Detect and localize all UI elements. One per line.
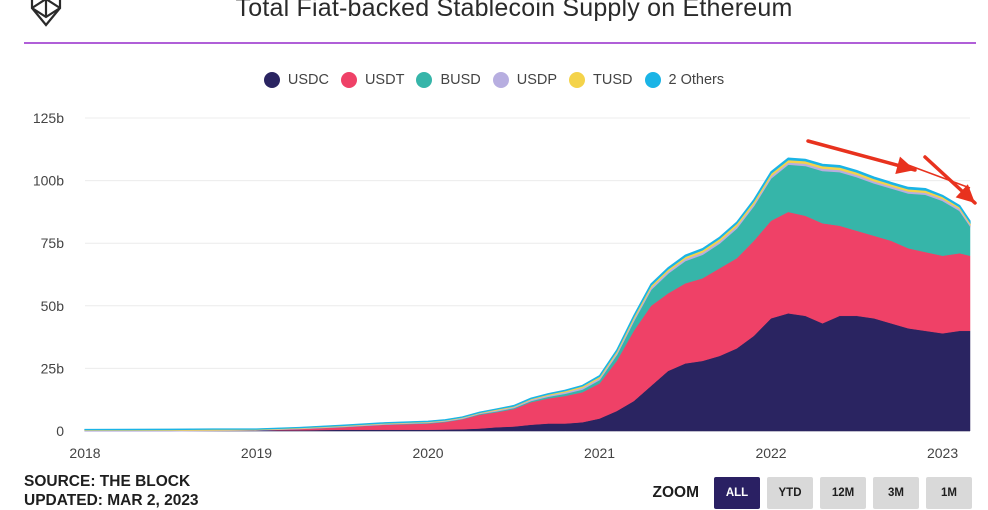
y-tick-label: 125b bbox=[33, 110, 64, 126]
zoom-ytd-button[interactable]: YTD bbox=[767, 477, 813, 509]
y-tick-label: 75b bbox=[41, 235, 65, 251]
zoom-1m-button[interactable]: 1M bbox=[926, 477, 972, 509]
legend-item-usdt[interactable]: USDT bbox=[340, 72, 405, 88]
x-tick-label: 2021 bbox=[584, 445, 615, 461]
x-tick-label: 2018 bbox=[69, 445, 100, 461]
y-tick-label: 50b bbox=[41, 298, 65, 314]
zoom-all-button[interactable]: ALL bbox=[714, 477, 760, 509]
legend-item-busd[interactable]: BUSD bbox=[416, 72, 481, 88]
x-tick-label: 2023 bbox=[927, 445, 958, 461]
y-tick-label: 0 bbox=[56, 423, 64, 439]
chart-title-text: Total Fiat-backed Stablecoin Supply on E… bbox=[235, 0, 793, 22]
annotation-arrow-1-shaft bbox=[806, 139, 917, 172]
legend-swatch bbox=[340, 72, 357, 88]
legend-item-usdp[interactable]: USDP bbox=[492, 72, 558, 88]
annotation-arrow-1-tail bbox=[899, 161, 971, 189]
legend-label: 2 Others bbox=[668, 72, 725, 88]
stacked-area-chart: 0 25b 50b 75b 100b 125b 2018 2019 2020 2021 2022 20… bbox=[33, 110, 977, 461]
legend-swatch bbox=[569, 72, 586, 88]
updated-label: UPDATED: MAR 2, 2023 bbox=[24, 492, 199, 509]
legend-swatch bbox=[416, 72, 433, 88]
chart-legend: USDC USDT BUSD USDP TUSD 2 Others bbox=[0, 72, 988, 88]
y-tick-label: 25b bbox=[41, 360, 65, 376]
zoom-label: ZOOM bbox=[652, 484, 700, 501]
zoom-3m-button[interactable]: 3M bbox=[873, 477, 919, 509]
the-block-logo-icon bbox=[30, 0, 62, 27]
legend-item-2-others[interactable]: 2 Others bbox=[644, 72, 725, 88]
annotation-arrow-1-head bbox=[895, 156, 915, 174]
zoom-12m-button[interactable]: 12M bbox=[820, 477, 866, 509]
legend-label: USDP bbox=[516, 72, 558, 88]
x-tick-label: 2019 bbox=[241, 445, 272, 461]
legend-label: USDC bbox=[287, 72, 329, 88]
legend-swatch bbox=[644, 72, 661, 88]
annotation-arrow-2-head bbox=[955, 184, 975, 203]
area-2-others bbox=[84, 157, 971, 431]
x-tick-label: 2022 bbox=[755, 445, 786, 461]
legend-label: TUSD bbox=[593, 72, 633, 88]
x-tick-label: 2020 bbox=[412, 445, 443, 461]
zoom-controls: ZOOM ALL YTD 12M 3M 1M bbox=[652, 477, 972, 509]
chart-title: Total Fiat-backed Stablecoin Supply on E… bbox=[0, 0, 988, 23]
legend-item-usdc[interactable]: USDC bbox=[263, 72, 329, 88]
legend-swatch bbox=[492, 72, 509, 88]
legend-label: USDT bbox=[364, 72, 405, 88]
source-label: SOURCE: THE BLOCK bbox=[24, 473, 191, 490]
y-tick-label: 100b bbox=[33, 173, 64, 189]
legend-item-tusd[interactable]: TUSD bbox=[569, 72, 633, 88]
legend-swatch bbox=[263, 72, 280, 88]
source-info: SOURCE: THE BLOCK UPDATED: MAR 2, 2023 bbox=[24, 472, 199, 510]
title-divider bbox=[24, 42, 976, 44]
legend-label: BUSD bbox=[440, 72, 481, 88]
